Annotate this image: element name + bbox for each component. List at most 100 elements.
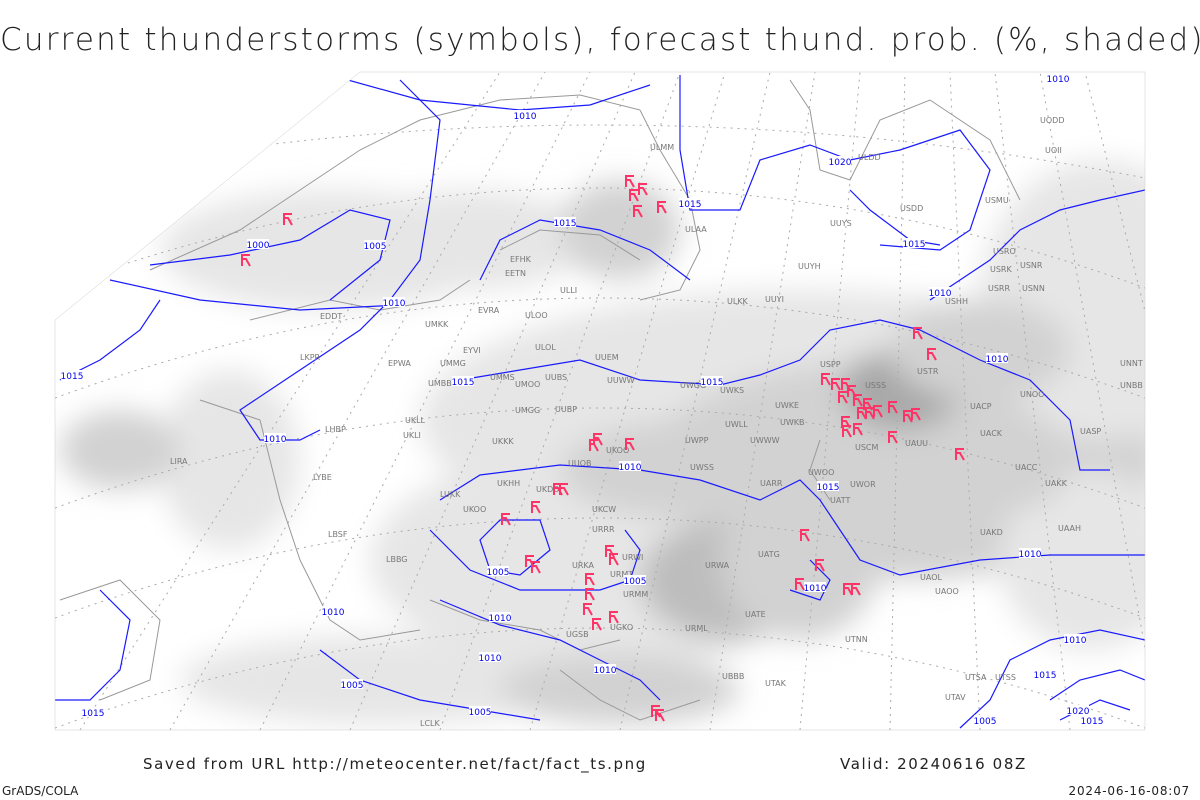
meridian xyxy=(529,72,726,730)
thunderstorm-symbol xyxy=(592,618,602,631)
parallel xyxy=(55,517,1145,619)
station-label: UACP xyxy=(970,402,992,411)
isobar-label: 1020 xyxy=(829,158,852,168)
isobar xyxy=(149,209,391,301)
station-label: UARR xyxy=(760,479,783,488)
isobar-label-background xyxy=(341,679,363,689)
station-label: UKLI xyxy=(403,431,421,440)
station-label: UUYH xyxy=(798,262,821,271)
station-label: UATT xyxy=(830,496,850,505)
station-label: UWKS xyxy=(720,386,744,395)
isobar-label: 1015 xyxy=(1034,671,1057,681)
station-label: UWOO xyxy=(808,468,834,477)
station-label: UKKK xyxy=(492,437,514,446)
coastline xyxy=(59,579,161,701)
station-label: UWKB xyxy=(780,418,805,427)
isobar-label-background xyxy=(452,376,474,386)
thunderstorm-symbol xyxy=(633,205,643,218)
thunderstorm-symbol xyxy=(531,561,541,574)
thunderstorm-symbol xyxy=(927,348,937,361)
isobar-label: 1005 xyxy=(487,568,510,578)
station-label: UTSA xyxy=(965,673,987,682)
station-label: LHBP xyxy=(325,425,346,434)
station-label: UAKK xyxy=(1045,479,1068,488)
station-label: LKPR xyxy=(300,353,321,362)
isobar-label: 1010 xyxy=(619,463,642,473)
isobar-label: 1015 xyxy=(61,372,84,382)
coastline xyxy=(559,669,701,721)
station-label: UUYI xyxy=(765,295,784,304)
isobar-label-background xyxy=(594,664,616,674)
station-label: EVRA xyxy=(478,306,500,315)
isobar-label-background xyxy=(974,715,996,725)
isobar-label: 1005 xyxy=(469,708,492,718)
thunderstorm-symbol xyxy=(585,588,595,601)
thunderstorm-symbol xyxy=(955,448,965,461)
isobar-label: 1010 xyxy=(479,654,502,664)
thunderstorm-symbol xyxy=(283,213,293,226)
station-label: LYBE xyxy=(313,473,332,482)
thunderstorm-symbol xyxy=(911,408,921,421)
meridian xyxy=(439,72,681,730)
station-label: ULOO xyxy=(525,311,548,320)
station-label: USDD xyxy=(900,204,923,213)
parallel xyxy=(55,627,1145,729)
isobar-label-background xyxy=(804,582,826,592)
probability-area xyxy=(350,190,590,290)
isobar-label: 1010 xyxy=(264,435,287,445)
isobar xyxy=(929,189,1145,301)
isobar-label: 1010 xyxy=(929,289,952,299)
station-label: EETN xyxy=(505,269,526,278)
station-label: USHH xyxy=(945,297,968,306)
station-label: USMU xyxy=(985,196,1009,205)
thunderstorm-symbol xyxy=(873,405,883,418)
isobar-label: 1010 xyxy=(594,666,617,676)
coastline xyxy=(499,229,641,261)
station-label: ULKK xyxy=(727,297,749,306)
station-label: EFHK xyxy=(510,255,532,264)
station-label: ULMM xyxy=(650,143,674,152)
map-frame xyxy=(54,71,1146,731)
station-label: URWA xyxy=(705,561,730,570)
thunderstorm-symbol xyxy=(838,391,848,404)
isobar-label-background xyxy=(489,612,511,622)
isobar xyxy=(959,629,1145,729)
map-title: Current thunderstorms (symbols), forecas… xyxy=(0,22,1200,58)
parallel xyxy=(55,187,1145,289)
thunderstorm-symbol xyxy=(629,189,639,202)
thunderstorm-symbol xyxy=(853,394,863,407)
isobar xyxy=(439,464,1145,576)
isobar-label: 1015 xyxy=(903,240,926,250)
coastline xyxy=(789,79,1021,201)
isobar-label: 1015 xyxy=(452,378,475,388)
station-label: URKA xyxy=(572,561,595,570)
thunderstorm-symbol xyxy=(655,709,665,722)
station-label: UWLL xyxy=(725,420,748,429)
isobar-label: 1005 xyxy=(974,717,997,727)
station-label: UAOL xyxy=(920,573,942,582)
probability-area xyxy=(500,655,740,725)
isobar-label-background xyxy=(679,198,701,208)
isobar-label-background xyxy=(701,376,723,386)
station-label: USNR xyxy=(1020,261,1043,270)
meridian xyxy=(169,72,546,730)
isobar xyxy=(1049,669,1145,701)
station-label: UMKK xyxy=(425,320,449,329)
isobar-label-background xyxy=(82,707,104,717)
station-label: UNOO xyxy=(1020,390,1044,399)
station-label: UATG xyxy=(758,550,780,559)
thunderstorm-symbol xyxy=(585,573,595,586)
station-label: UMGG xyxy=(515,406,540,415)
station-label: UTAK xyxy=(765,679,787,688)
isobar-label: 1010 xyxy=(1019,550,1042,560)
probability-area xyxy=(720,480,880,640)
station-label: UUBP xyxy=(555,405,577,414)
thunderstorm-symbol xyxy=(531,501,541,514)
thunderstorm-symbol xyxy=(241,254,251,267)
station-label: UGKO xyxy=(610,623,633,632)
station-label: UAKD xyxy=(980,528,1003,537)
isobar xyxy=(479,519,551,576)
thunderstorm-symbol xyxy=(842,425,852,438)
isobar-label: 1010 xyxy=(804,584,827,594)
station-label: UMBB xyxy=(428,379,452,388)
